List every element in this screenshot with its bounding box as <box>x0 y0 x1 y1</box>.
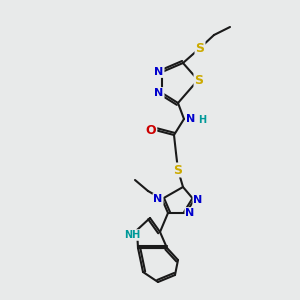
Text: S: S <box>194 74 203 86</box>
Text: N: N <box>154 88 164 98</box>
Text: N: N <box>186 114 196 124</box>
Text: H: H <box>198 115 206 125</box>
Text: S: S <box>173 164 182 176</box>
Text: NH: NH <box>124 230 140 240</box>
Text: N: N <box>194 195 202 205</box>
Text: S: S <box>196 41 205 55</box>
Text: O: O <box>146 124 156 136</box>
Text: N: N <box>153 194 163 204</box>
Text: N: N <box>154 67 164 77</box>
Text: N: N <box>185 208 195 218</box>
